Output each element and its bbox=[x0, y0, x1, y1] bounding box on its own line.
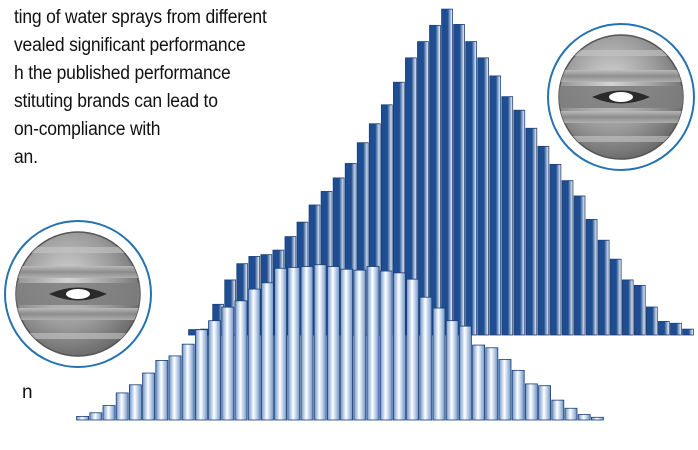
bar-front bbox=[221, 306, 235, 421]
bar-front bbox=[577, 414, 591, 421]
bar-front bbox=[472, 344, 486, 421]
bar-front bbox=[564, 407, 578, 421]
bar-front bbox=[511, 369, 525, 421]
bar-front bbox=[392, 272, 406, 421]
bar-front bbox=[591, 416, 604, 421]
bar-front bbox=[300, 266, 314, 421]
bar-front bbox=[326, 266, 340, 421]
bar-front bbox=[406, 278, 420, 421]
body-text-line: an. bbox=[14, 147, 38, 168]
bar-back bbox=[609, 258, 622, 336]
stray-text-fragment: n bbox=[22, 382, 33, 403]
bar-front bbox=[274, 267, 288, 421]
spray-nozzle-flat-fan-icon bbox=[547, 23, 695, 171]
bar-front bbox=[432, 307, 446, 421]
bar-back bbox=[670, 322, 682, 336]
body-text: ting of water sprays from different veale… bbox=[14, 4, 327, 172]
bar-back bbox=[501, 96, 514, 336]
bar-front bbox=[538, 385, 551, 421]
body-text-line: stituting brands can lead to bbox=[14, 91, 218, 112]
bar-back bbox=[537, 145, 550, 336]
bar-back bbox=[585, 219, 598, 336]
bar-front bbox=[208, 320, 222, 421]
body-text-line: ting of water sprays from different bbox=[14, 7, 267, 28]
bar-front bbox=[340, 268, 354, 421]
bar-front bbox=[194, 329, 208, 421]
bar-front bbox=[485, 347, 499, 421]
bar-front bbox=[458, 325, 472, 421]
body-text-line: h the published performance bbox=[14, 63, 231, 84]
bar-back bbox=[513, 109, 526, 336]
bar-back bbox=[429, 24, 441, 336]
bar-back bbox=[489, 75, 502, 336]
bar-back bbox=[597, 239, 610, 336]
body-text-line: on-compliance with bbox=[14, 119, 161, 140]
bar-front bbox=[551, 399, 565, 421]
bar-back bbox=[417, 41, 429, 336]
bar-back bbox=[633, 284, 646, 336]
bar-front bbox=[498, 359, 512, 421]
bar-front bbox=[247, 288, 261, 421]
spray-nozzle-flat-fan-icon bbox=[4, 220, 152, 368]
bar-front bbox=[419, 296, 433, 421]
series-front-bars bbox=[76, 264, 604, 421]
bar-front bbox=[366, 266, 380, 421]
bar-front bbox=[168, 355, 182, 421]
bar-back bbox=[658, 321, 670, 336]
bar-back bbox=[621, 279, 634, 336]
body-text-line: vealed significant performance bbox=[14, 35, 246, 56]
bar-back bbox=[525, 127, 538, 336]
bar-back bbox=[573, 195, 586, 336]
bar-front bbox=[76, 415, 89, 421]
bar-back bbox=[549, 163, 562, 336]
bar-front bbox=[313, 264, 327, 421]
bar-front bbox=[115, 392, 129, 421]
bar-front bbox=[234, 300, 248, 421]
bar-front bbox=[102, 405, 116, 421]
bar-front bbox=[287, 267, 301, 421]
bar-front bbox=[445, 320, 459, 421]
bar-front bbox=[181, 343, 195, 421]
bar-back bbox=[561, 180, 574, 336]
bar-back bbox=[477, 57, 489, 336]
bar-back bbox=[646, 306, 658, 336]
bar-front bbox=[525, 383, 538, 421]
bar-back bbox=[441, 8, 453, 336]
bar-back bbox=[453, 24, 465, 336]
bar-front bbox=[142, 372, 156, 421]
bar-front bbox=[260, 282, 274, 421]
bar-front bbox=[379, 270, 393, 421]
bar-back bbox=[465, 41, 477, 336]
bar-front bbox=[353, 269, 367, 421]
bar-front bbox=[128, 384, 142, 421]
bar-back bbox=[682, 328, 694, 336]
bar-front bbox=[155, 360, 169, 421]
bar-front bbox=[89, 412, 103, 421]
